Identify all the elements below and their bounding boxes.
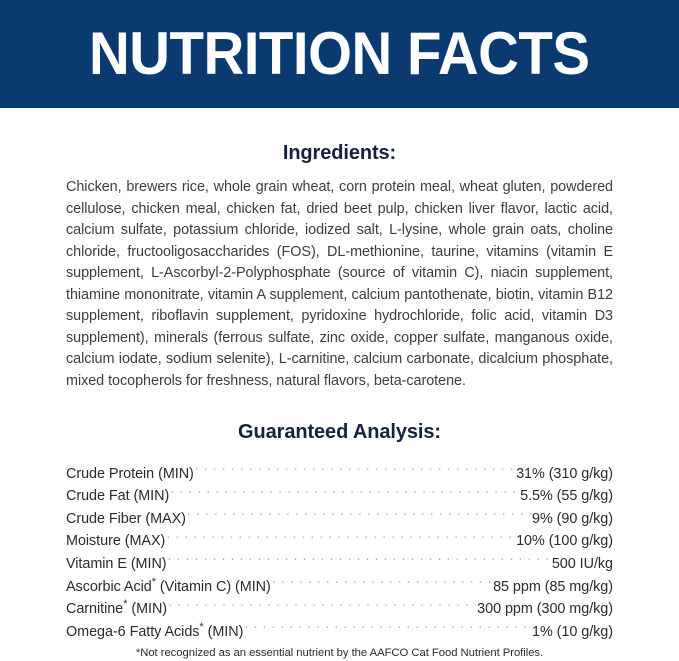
analysis-row: Crude Protein (MIN) 31% (310 g/kg) [66, 455, 613, 482]
ingredients-body-text: Chicken, brewers rice, whole grain wheat… [66, 179, 613, 389]
dot-leader [272, 568, 492, 591]
guaranteed-analysis-heading: Guaranteed Analysis: [238, 421, 441, 443]
analysis-row-value: 31% (310 g/kg) [516, 465, 613, 482]
dot-leader [168, 545, 551, 568]
dot-leader [168, 591, 476, 614]
nutrition-facts-page: NUTRITION FACTS Ingredients: Chicken, br… [0, 0, 679, 642]
page-title: NUTRITION FACTS [89, 20, 590, 87]
analysis-row-label: Omega-6 Fatty Acids* (MIN) [66, 620, 244, 640]
dot-leader [170, 478, 519, 501]
footnote-marker: * [151, 575, 156, 588]
analysis-row: Vitamin E (MIN) 500 IU/kg [66, 545, 613, 572]
analysis-row-label: Crude Protein (MIN) [66, 465, 194, 482]
analysis-row-label: Crude Fat (MIN) [66, 488, 170, 505]
analysis-row-label: Moisture (MAX) [66, 533, 166, 550]
footnote-marker: * [199, 620, 204, 633]
header-banner: NUTRITION FACTS [0, 0, 679, 108]
footnote-marker: * [123, 598, 128, 611]
analysis-row: Crude Fat (MIN) 5.5% (55 g/kg) [66, 478, 613, 505]
analysis-row: Crude Fiber (MAX) 9% (90 g/kg) [66, 500, 613, 527]
dot-leader [187, 500, 531, 523]
analysis-row-label: Vitamin E (MIN) [66, 555, 167, 572]
dot-leader [195, 455, 515, 478]
analysis-row-value: 85 ppm (85 mg/kg) [493, 578, 613, 595]
analysis-row-value: 1% (10 g/kg) [532, 623, 613, 640]
analysis-row-value: 500 IU/kg [551, 555, 613, 572]
analysis-row-value: 9% (90 g/kg) [532, 510, 613, 527]
analysis-row-value: 5.5% (55 g/kg) [520, 488, 613, 505]
analysis-row-label: Carnitine* (MIN) [66, 598, 168, 618]
analysis-row-label: Crude Fiber (MAX) [66, 510, 186, 527]
analysis-row: Moisture (MAX)10% (100 g/kg) [66, 523, 613, 550]
guaranteed-analysis-list: Crude Protein (MIN)31% (310 g/kg)Crude F… [66, 455, 613, 640]
analysis-row: Omega-6 Fatty Acids* (MIN) 1% (10 g/kg) [66, 613, 613, 640]
dot-leader [166, 523, 515, 546]
ingredients-heading: Ingredients: [282, 142, 397, 164]
footnote-text: *Not recognized as an essential nutrient… [135, 646, 544, 659]
dot-leader [244, 613, 531, 636]
analysis-row: Carnitine* (MIN)300 ppm (300 mg/kg) [66, 591, 613, 618]
content-area: Ingredients: Chicken, brewers rice, whol… [66, 108, 613, 661]
